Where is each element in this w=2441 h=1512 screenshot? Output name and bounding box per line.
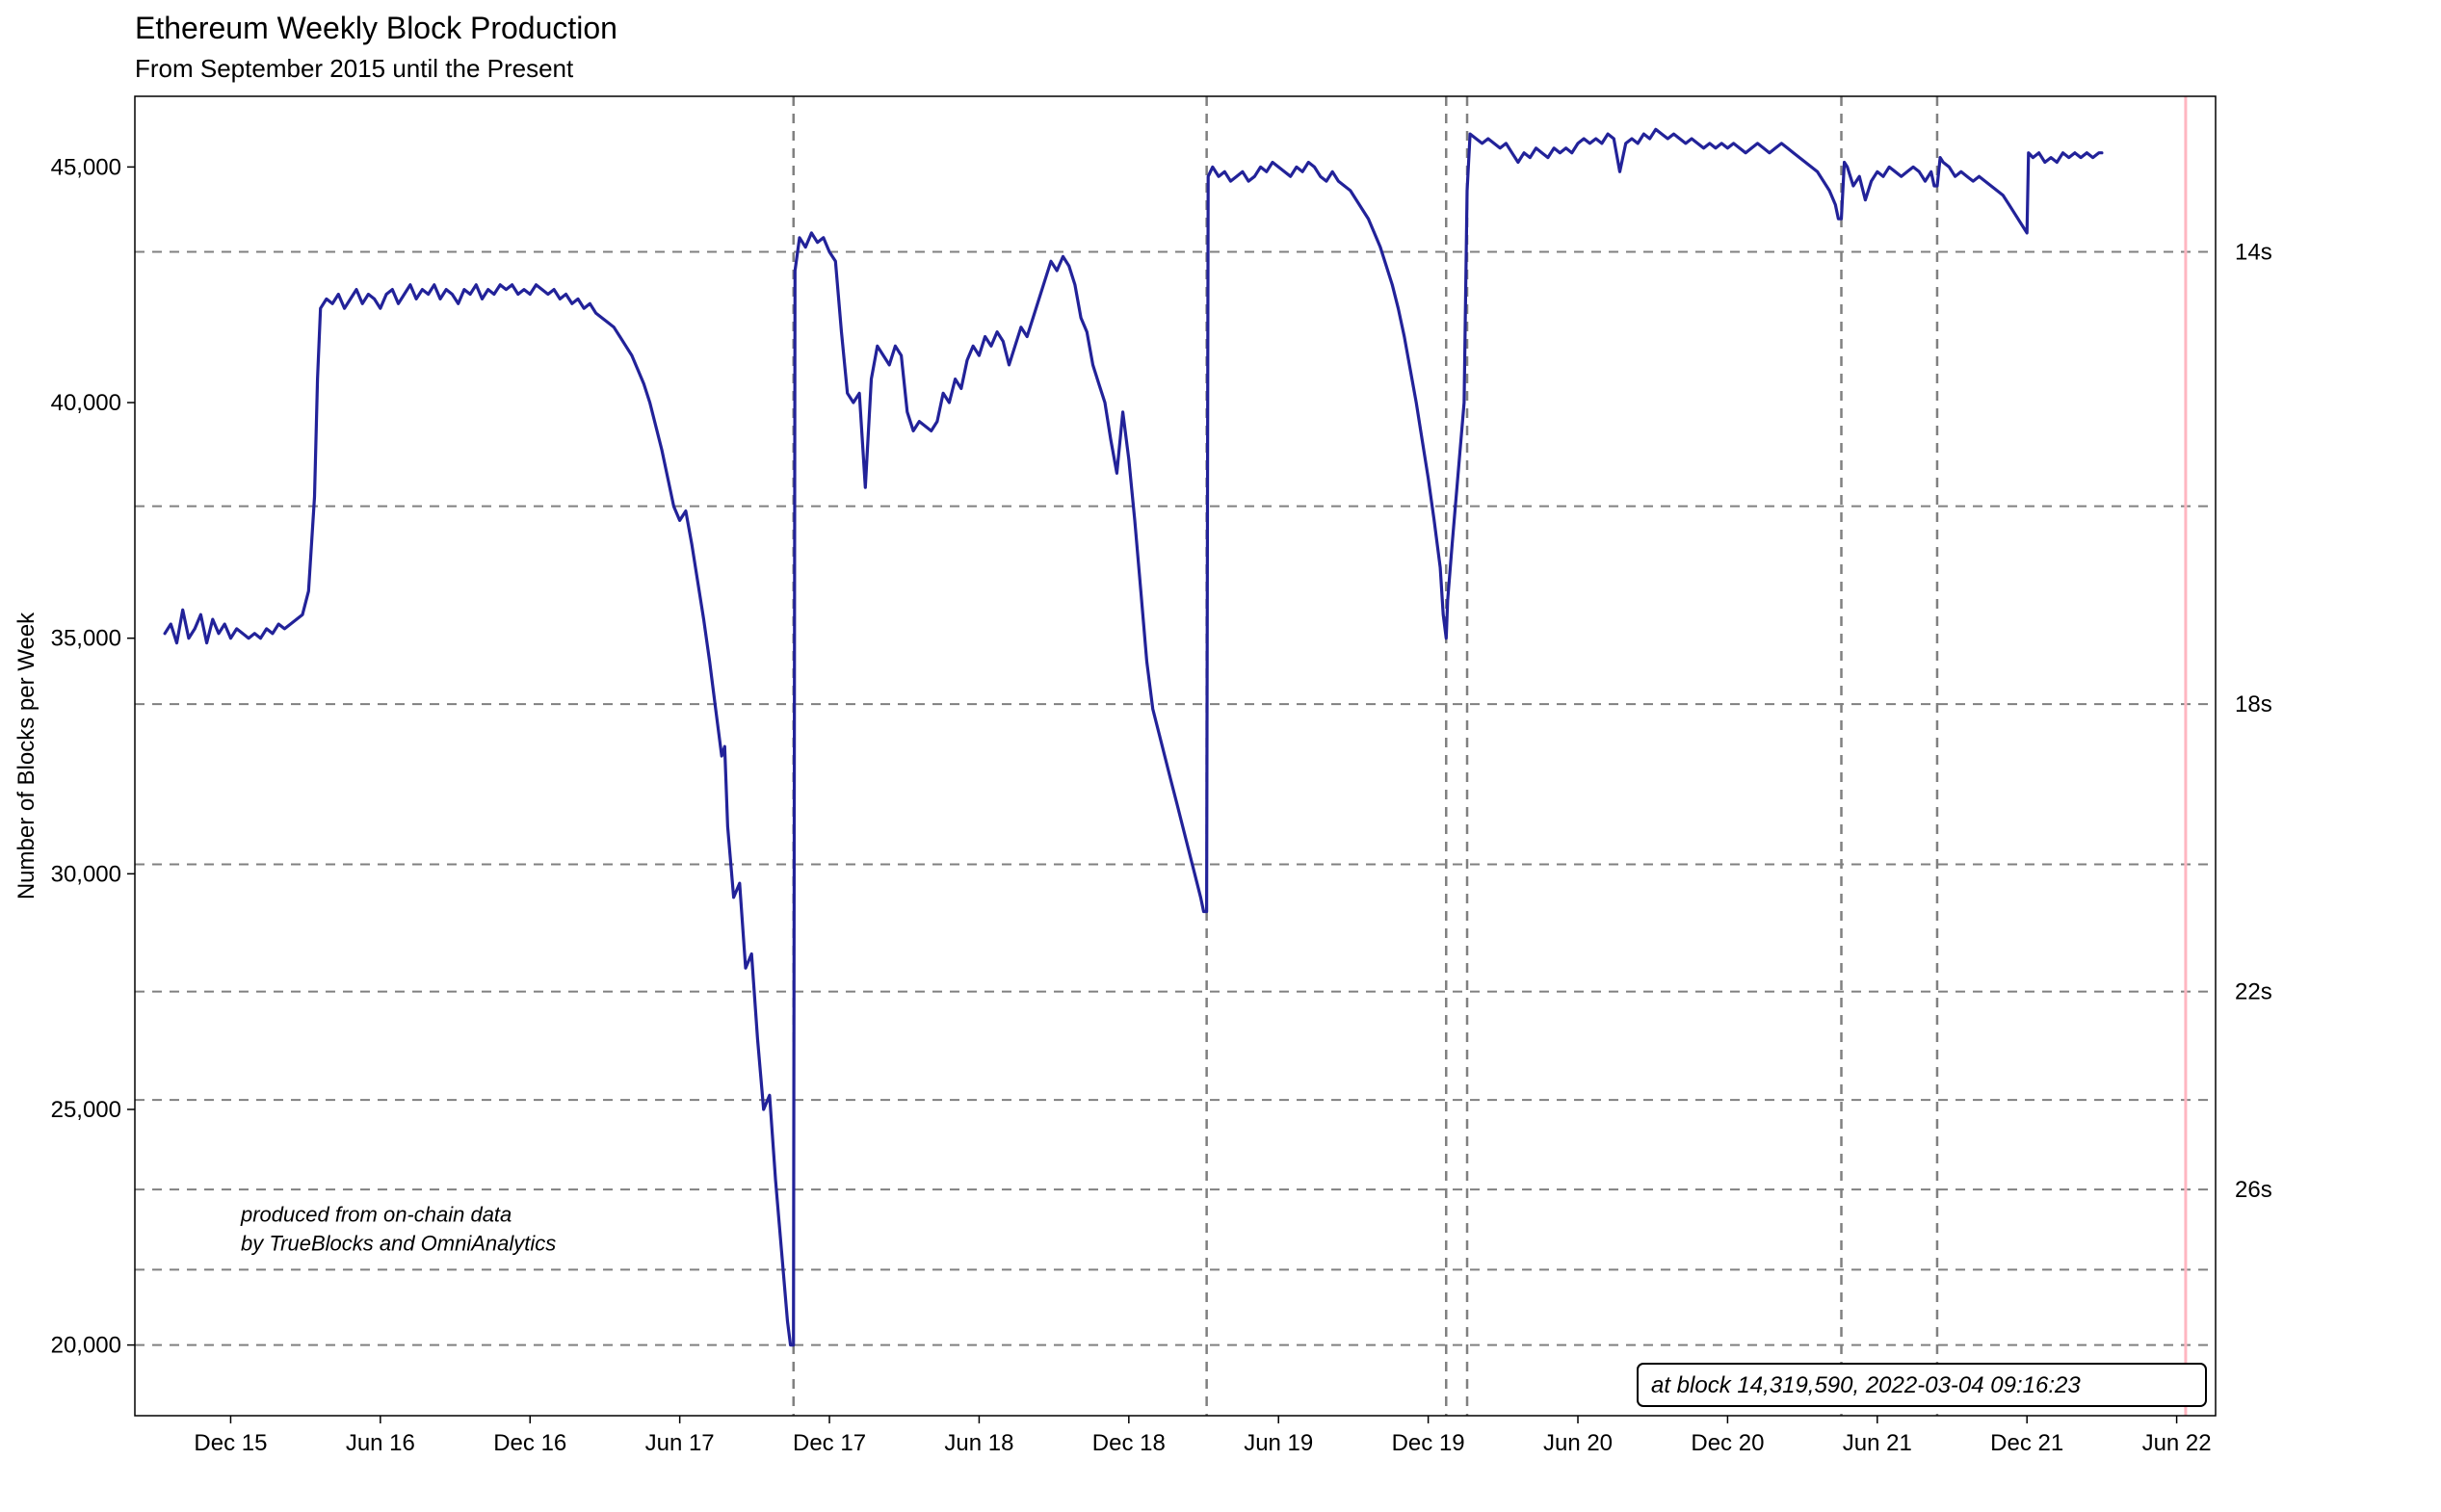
x-tick-label: Dec 20	[1691, 1430, 1764, 1456]
credit-line-2: by TrueBlocks and OmniAnalytics	[241, 1231, 556, 1255]
y-tick-label: 40,000	[51, 390, 121, 416]
x-tick-label: Jun 22	[2142, 1430, 2212, 1456]
y-tick-label: 30,000	[51, 861, 121, 887]
y-axis-title: Number of Blocks per Week	[13, 612, 39, 899]
data-series-line	[165, 129, 2102, 1344]
x-tick-label: Dec 19	[1392, 1430, 1465, 1456]
secondary-y-label: 22s	[2235, 979, 2272, 1005]
y-tick-label: 25,000	[51, 1097, 121, 1123]
y-tick-label: 35,000	[51, 626, 121, 652]
y-tick-label: 20,000	[51, 1333, 121, 1359]
x-tick-label: Dec 15	[194, 1430, 267, 1456]
secondary-y-label: 18s	[2235, 691, 2272, 717]
y-tick-label: 45,000	[51, 154, 121, 180]
x-tick-label: Dec 21	[1990, 1430, 2063, 1456]
secondary-y-label: 14s	[2235, 239, 2272, 265]
secondary-y-label: 26s	[2235, 1177, 2272, 1203]
x-tick-label: Jun 21	[1843, 1430, 1912, 1456]
credit-line-1: produced from on-chain data	[240, 1202, 512, 1226]
x-tick-label: Dec 18	[1092, 1430, 1166, 1456]
x-tick-label: Jun 18	[944, 1430, 1013, 1456]
chart-container: Ethereum Weekly Block Production From Sep…	[0, 0, 2441, 1512]
chart-title: Ethereum Weekly Block Production	[135, 11, 617, 45]
x-tick-label: Dec 17	[793, 1430, 866, 1456]
x-tick-label: Jun 19	[1244, 1430, 1313, 1456]
x-tick-label: Dec 16	[493, 1430, 566, 1456]
chart-subtitle: From September 2015 until the Present	[135, 54, 574, 83]
x-tick-label: Jun 17	[645, 1430, 715, 1456]
x-tick-label: Jun 20	[1543, 1430, 1613, 1456]
chart-svg: Ethereum Weekly Block Production From Sep…	[0, 0, 2441, 1512]
caption-text: at block 14,319,590, 2022-03-04 09:16:23	[1651, 1372, 2081, 1398]
x-tick-label: Jun 16	[346, 1430, 415, 1456]
